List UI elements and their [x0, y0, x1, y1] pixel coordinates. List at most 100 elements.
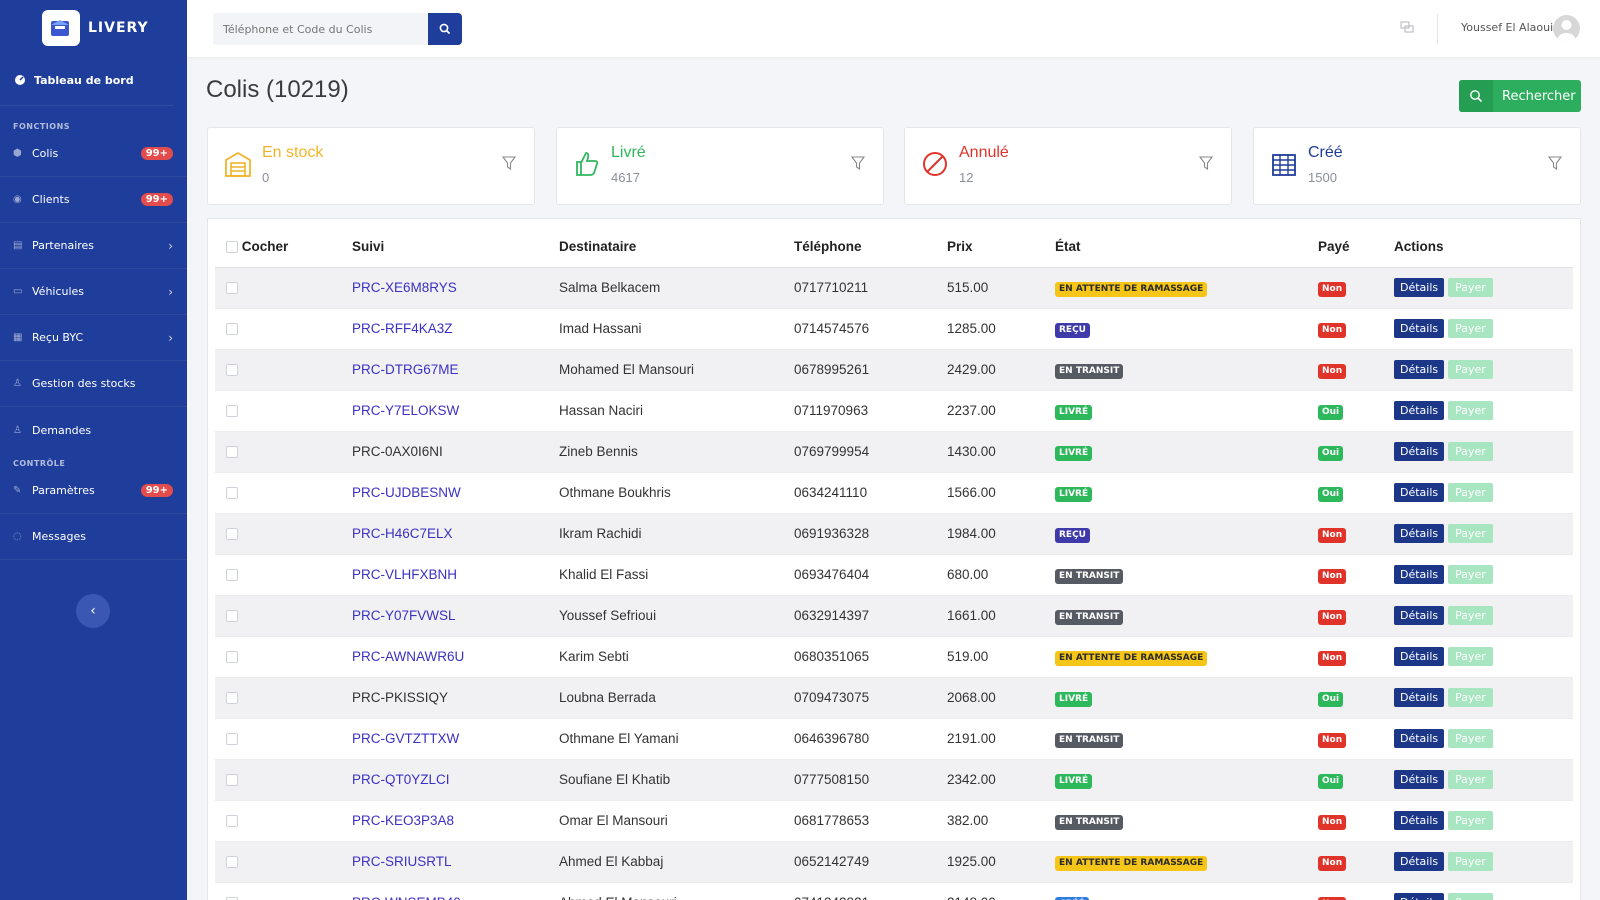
- tracking-link[interactable]: PRC-AWNAWR6U: [352, 649, 465, 664]
- table-row[interactable]: PRC-AWNAWR6U Karim Sebti 0680351065 519.00 E…: [215, 636, 1573, 678]
- row-checkbox[interactable]: [226, 405, 238, 418]
- search-input[interactable]: [213, 13, 428, 45]
- pay-button[interactable]: Payer: [1448, 893, 1493, 900]
- details-button[interactable]: Détails: [1394, 442, 1445, 461]
- row-checkbox[interactable]: [226, 856, 238, 869]
- pay-button[interactable]: Payer: [1448, 278, 1493, 297]
- details-button[interactable]: Détails: [1394, 565, 1445, 584]
- brand[interactable]: LIVERY: [0, 0, 187, 56]
- details-button[interactable]: Détails: [1394, 893, 1445, 900]
- row-checkbox[interactable]: [226, 282, 238, 295]
- pay-button[interactable]: Payer: [1448, 688, 1493, 707]
- details-button[interactable]: Détails: [1394, 852, 1445, 871]
- details-button[interactable]: Détails: [1394, 729, 1445, 748]
- tracking-link[interactable]: PRC-SRIUSRTL: [352, 854, 452, 869]
- tracking-link[interactable]: PRC-Y07FVWSL: [352, 608, 456, 623]
- table-row[interactable]: PRC-Y07FVWSL Youssef Sefrioui 0632914397 16…: [215, 595, 1573, 637]
- sidebar-item-partenaires[interactable]: ▤ Partenaires ›: [0, 223, 187, 269]
- stat-card-en-stock[interactable]: En stock 0: [207, 127, 535, 205]
- pay-button[interactable]: Payer: [1448, 647, 1493, 666]
- details-button[interactable]: Détails: [1394, 647, 1445, 666]
- avatar[interactable]: [1553, 15, 1580, 42]
- tracking-link[interactable]: PRC-VLHFXBNH: [352, 567, 458, 582]
- table-row[interactable]: PRC-H46C7ELX Ikram Rachidi 0691936328 1984.…: [215, 513, 1573, 555]
- tracking-link[interactable]: PRC-DTRG67ME: [352, 362, 459, 377]
- sidebar-item-vehicules[interactable]: ▭ Véhicules ›: [0, 269, 187, 315]
- row-checkbox[interactable]: [226, 692, 238, 705]
- stat-card-cree[interactable]: Créé 1500: [1253, 127, 1581, 205]
- table-row[interactable]: PRC-UJDBESNW Othmane Boukhris 0634241110 15…: [215, 472, 1573, 514]
- details-button[interactable]: Détails: [1394, 360, 1445, 379]
- table-row[interactable]: PRC-PKISSIQY Loubna Berrada 0709473075 2068…: [215, 677, 1573, 719]
- details-button[interactable]: Détails: [1394, 606, 1445, 625]
- row-checkbox[interactable]: [226, 733, 238, 746]
- tracking-link[interactable]: PRC-GVTZTTXW: [352, 731, 460, 746]
- tracking-link[interactable]: PRC-XE6M8RYS: [352, 280, 457, 295]
- row-checkbox[interactable]: [226, 774, 238, 787]
- table-row[interactable]: PRC-0AX0I6NI Zineb Bennis 0769799954 1430.0…: [215, 431, 1573, 473]
- row-checkbox[interactable]: [226, 487, 238, 500]
- column-header-cocher[interactable]: Cocher: [215, 226, 352, 268]
- row-checkbox[interactable]: [226, 364, 238, 377]
- sidebar-item-demandes[interactable]: ♙ Demandes: [0, 407, 187, 453]
- filter-icon[interactable]: [1199, 156, 1213, 170]
- filter-icon[interactable]: [502, 156, 516, 170]
- details-button[interactable]: Détails: [1394, 483, 1445, 502]
- tracking-link[interactable]: PRC-WNSEMB40: [352, 895, 461, 900]
- table-row[interactable]: PRC-QT0YZLCI Soufiane El Khatib 0777508150…: [215, 759, 1573, 801]
- search-button[interactable]: [428, 13, 462, 45]
- select-all-checkbox[interactable]: [226, 241, 238, 254]
- pay-button[interactable]: Payer: [1448, 524, 1493, 543]
- pay-button[interactable]: Payer: [1448, 319, 1493, 338]
- tracking-link[interactable]: PRC-H46C7ELX: [352, 526, 453, 541]
- filter-icon[interactable]: [1548, 156, 1562, 170]
- details-button[interactable]: Détails: [1394, 770, 1445, 789]
- stat-card-livre[interactable]: Livré 4617: [556, 127, 884, 205]
- table-row[interactable]: PRC-KEO3P3A8 Omar El Mansouri 0681778653 38…: [215, 800, 1573, 842]
- tracking-link[interactable]: PRC-QT0YZLCI: [352, 772, 450, 787]
- collapse-sidebar-button[interactable]: ‹: [76, 594, 110, 628]
- table-row[interactable]: PRC-RFF4KA3Z Imad Hassani 0714574576 1285.0…: [215, 308, 1573, 350]
- tracking-link[interactable]: PRC-PKISSIQY: [352, 690, 449, 705]
- table-row[interactable]: PRC-WNSEMB40 Ahmed El Mansouri07413428212…: [215, 882, 1573, 900]
- table-row[interactable]: PRC-XE6M8RYS Salma Belkacem 0717710211 515.…: [215, 267, 1573, 309]
- details-button[interactable]: Détails: [1394, 811, 1445, 830]
- tracking-link[interactable]: PRC-0AX0I6NI: [352, 444, 443, 459]
- details-button[interactable]: Détails: [1394, 278, 1445, 297]
- table-row[interactable]: PRC-VLHFXBNH Khalid El Fassi 0693476404 680…: [215, 554, 1573, 596]
- table-row[interactable]: PRC-DTRG67ME Mohamed El Mansouri 067899526…: [215, 349, 1573, 391]
- row-checkbox[interactable]: [226, 569, 238, 582]
- pay-button[interactable]: Payer: [1448, 852, 1493, 871]
- row-checkbox[interactable]: [226, 528, 238, 541]
- pay-button[interactable]: Payer: [1448, 401, 1493, 420]
- row-checkbox[interactable]: [226, 323, 238, 336]
- row-checkbox[interactable]: [226, 610, 238, 623]
- details-button[interactable]: Détails: [1394, 688, 1445, 707]
- pay-button[interactable]: Payer: [1448, 729, 1493, 748]
- row-checkbox[interactable]: [226, 815, 238, 828]
- table-row[interactable]: PRC-Y7ELOKSW Hassan Naciri 0711970963 2237.…: [215, 390, 1573, 432]
- pay-button[interactable]: Payer: [1448, 565, 1493, 584]
- stat-card-annule[interactable]: Annulé 12: [904, 127, 1232, 205]
- language-icon[interactable]: [1400, 20, 1414, 37]
- sidebar-item-messages[interactable]: ◌ Messages: [0, 514, 187, 560]
- tracking-link[interactable]: PRC-UJDBESNW: [352, 485, 461, 500]
- pay-button[interactable]: Payer: [1448, 606, 1493, 625]
- tracking-link[interactable]: PRC-RFF4KA3Z: [352, 321, 453, 336]
- row-checkbox[interactable]: [226, 446, 238, 459]
- sidebar-item-gestion-stocks[interactable]: ♙ Gestion des stocks: [0, 361, 187, 407]
- pay-button[interactable]: Payer: [1448, 442, 1493, 461]
- sidebar-item-clients[interactable]: ◉ Clients 99+: [0, 177, 187, 223]
- pay-button[interactable]: Payer: [1448, 811, 1493, 830]
- sidebar-item-dashboard[interactable]: Tableau de bord: [0, 56, 173, 106]
- pay-button[interactable]: Payer: [1448, 770, 1493, 789]
- filter-icon[interactable]: [851, 156, 865, 170]
- tracking-link[interactable]: PRC-Y7ELOKSW: [352, 403, 460, 418]
- tracking-link[interactable]: PRC-KEO3P3A8: [352, 813, 455, 828]
- details-button[interactable]: Détails: [1394, 401, 1445, 420]
- pay-button[interactable]: Payer: [1448, 483, 1493, 502]
- sidebar-item-colis[interactable]: ⬢ Colis 99+: [0, 131, 187, 177]
- user-name[interactable]: Youssef El Alaoui: [1461, 21, 1554, 34]
- search-toggle-button[interactable]: Rechercher: [1459, 80, 1581, 112]
- row-checkbox[interactable]: [226, 651, 238, 664]
